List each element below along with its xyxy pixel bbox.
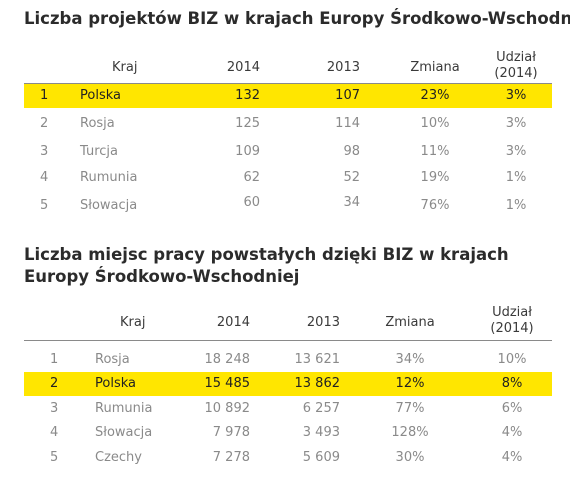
- t2-row2-zmiana: 12%: [395, 376, 425, 391]
- t2-row1-2013: 13 621: [294, 352, 341, 367]
- t1-row3-kraj: Turcja: [80, 144, 118, 159]
- t1-row5-udzial: 1%: [505, 198, 527, 213]
- t2-row4-2014: 7 978: [212, 425, 250, 440]
- t1-row3-2013: 98: [343, 144, 360, 159]
- t1-row3-zmiana: 11%: [420, 144, 450, 159]
- t2-row5-zmiana: 30%: [395, 450, 425, 465]
- t1-row3-2014: 109: [235, 144, 260, 159]
- t1-row4-udzial: 1%: [505, 170, 527, 185]
- t1-row4-kraj: Rumunia: [80, 170, 138, 185]
- t2-row3-2014: 10 892: [204, 401, 251, 416]
- t2-row4-udzial: 4%: [501, 425, 523, 440]
- t2-header-2014: 2014: [216, 315, 250, 330]
- t2-header-kraj: Kraj: [120, 315, 146, 330]
- t1-row4-2013: 52: [343, 170, 360, 185]
- t1-row4-rank: 4: [40, 170, 49, 185]
- t1-header-divider: [24, 83, 552, 84]
- t2-header-2013: 2013: [306, 315, 340, 330]
- t2-row1-rank: 1: [50, 352, 59, 367]
- t1-row2-2014: 125: [235, 116, 260, 131]
- table2-title-line1: Liczba miejsc pracy powstałych dzięki BI…: [24, 245, 509, 264]
- t1-header-zmiana: Zmiana: [410, 60, 460, 75]
- t1-row5-zmiana: 76%: [420, 198, 450, 213]
- t2-row2-udzial: 8%: [501, 376, 523, 391]
- t1-row5-2013: 34: [343, 195, 360, 210]
- t1-row2-udzial: 3%: [505, 116, 527, 131]
- t1-row1-kraj: Polska: [80, 88, 121, 103]
- t1-row2-kraj: Rosja: [80, 116, 115, 131]
- t2-header-zmiana: Zmiana: [385, 315, 435, 330]
- t1-header-udzial: Udział: [496, 50, 536, 65]
- t1-row5-kraj: Słowacja: [80, 198, 138, 213]
- t1-row2-rank: 2: [40, 116, 49, 131]
- t2-row2-2013: 13 862: [294, 376, 341, 391]
- t1-row1-2014: 132: [235, 88, 260, 103]
- t1-row5-2014: 60: [243, 195, 260, 210]
- t2-row5-rank: 5: [50, 450, 59, 465]
- t2-row3-2013: 6 257: [302, 401, 340, 416]
- table2-title-line2: Europy Środkowo-Wschodniej: [24, 267, 300, 286]
- t1-row1-rank: 1: [40, 88, 49, 103]
- t2-row4-rank: 4: [50, 425, 59, 440]
- t2-highlight-row-bg: [24, 372, 552, 396]
- t1-row1-zmiana: 23%: [420, 88, 450, 103]
- t2-row5-udzial: 4%: [501, 450, 523, 465]
- t2-header-udzial-year: (2014): [490, 321, 534, 336]
- t2-row5-kraj: Czechy: [95, 450, 142, 465]
- t1-row5-rank: 5: [40, 198, 49, 213]
- t2-row1-kraj: Rosja: [95, 352, 130, 367]
- t2-row5-2013: 5 609: [302, 450, 340, 465]
- t2-row3-kraj: Rumunia: [95, 401, 153, 416]
- t2-row5-2014: 7 278: [212, 450, 250, 465]
- t1-row4-2014: 62: [243, 170, 260, 185]
- t1-row1-udzial: 3%: [505, 88, 527, 103]
- t2-row3-zmiana: 77%: [395, 401, 425, 416]
- t2-row1-2014: 18 248: [204, 352, 251, 367]
- t2-row2-2014: 15 485: [204, 376, 251, 391]
- t2-row2-rank: 2: [50, 376, 59, 391]
- t1-row3-udzial: 3%: [505, 144, 527, 159]
- t2-row1-zmiana: 34%: [395, 352, 425, 367]
- table1-title: Liczba projektów BIZ w krajach Europy Śr…: [24, 9, 570, 28]
- t1-row2-zmiana: 10%: [420, 116, 450, 131]
- t2-row1-udzial: 10%: [497, 352, 527, 367]
- t1-header-2014: 2014: [226, 60, 260, 75]
- t2-row3-udzial: 6%: [501, 401, 523, 416]
- t1-row4-zmiana: 19%: [420, 170, 450, 185]
- t2-row4-2013: 3 493: [302, 425, 340, 440]
- t2-header-divider: [24, 340, 552, 341]
- t2-row3-rank: 3: [50, 401, 59, 416]
- t1-row3-rank: 3: [40, 144, 49, 159]
- t1-header-kraj: Kraj: [112, 60, 138, 75]
- t1-highlight-row-bg: [24, 84, 552, 108]
- t2-row2-kraj: Polska: [95, 376, 136, 391]
- t2-row4-zmiana: 128%: [391, 425, 429, 440]
- t2-header-udzial: Udział: [492, 305, 532, 320]
- t1-row1-2013: 107: [335, 88, 360, 103]
- t2-row4-kraj: Słowacja: [95, 425, 153, 440]
- t1-header-udzial-year: (2014): [494, 66, 538, 81]
- t1-header-2013: 2013: [326, 60, 360, 75]
- t1-row2-2013: 114: [335, 116, 360, 131]
